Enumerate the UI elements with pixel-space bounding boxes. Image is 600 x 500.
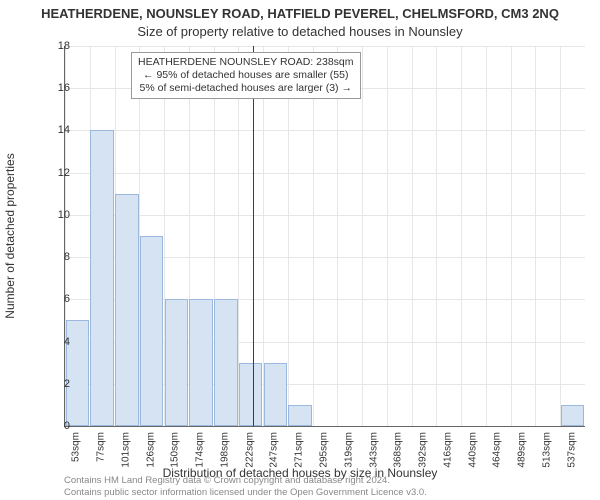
histogram-bar: [165, 299, 189, 426]
xtick-label: 513sqm: [541, 432, 552, 468]
histogram-bar: [288, 405, 312, 426]
property-marker-line: [253, 46, 254, 426]
ytick-label: 16: [46, 82, 70, 94]
xtick-label: 77sqm: [96, 432, 107, 462]
ytick-label: 18: [46, 40, 70, 52]
ytick-label: 0: [46, 420, 70, 432]
ytick-label: 2: [46, 378, 70, 390]
xtick-label: 174sqm: [195, 432, 206, 468]
gridline-v: [387, 46, 388, 426]
xtick-label: 537sqm: [566, 432, 577, 468]
plot-area: HEATHERDENE NOUNSLEY ROAD: 238sqm ← 95% …: [64, 46, 585, 427]
ytick-label: 8: [46, 251, 70, 263]
chart-subtitle: Size of property relative to detached ho…: [0, 24, 600, 39]
xtick-label: 126sqm: [145, 432, 156, 468]
chart-container: HEATHERDENE, NOUNSLEY ROAD, HATFIELD PEV…: [0, 0, 600, 500]
footer-line1: Contains HM Land Registry data © Crown c…: [64, 475, 427, 486]
gridline-v: [535, 46, 536, 426]
gridline-h: [65, 215, 585, 216]
gridline-v: [337, 46, 338, 426]
gridline-h: [65, 46, 585, 47]
xtick-label: 295sqm: [319, 432, 330, 468]
ytick-label: 4: [46, 336, 70, 348]
gridline-v: [412, 46, 413, 426]
ytick-label: 14: [46, 124, 70, 136]
annotation-box: HEATHERDENE NOUNSLEY ROAD: 238sqm ← 95% …: [131, 52, 361, 99]
gridline-v: [560, 46, 561, 426]
xtick-label: 150sqm: [170, 432, 181, 468]
gridline-v: [461, 46, 462, 426]
xtick-label: 368sqm: [393, 432, 404, 468]
chart-title-address: HEATHERDENE, NOUNSLEY ROAD, HATFIELD PEV…: [0, 6, 600, 21]
ytick-label: 12: [46, 167, 70, 179]
footer-line2: Contains public sector information licen…: [64, 487, 427, 498]
xtick-label: 222sqm: [244, 432, 255, 468]
footer-attribution: Contains HM Land Registry data © Crown c…: [64, 475, 427, 498]
annotation-line1: HEATHERDENE NOUNSLEY ROAD: 238sqm: [138, 56, 354, 69]
annotation-line3: 5% of semi-detached houses are larger (3…: [138, 82, 354, 95]
histogram-bar: [115, 194, 139, 426]
gridline-h: [65, 130, 585, 131]
xtick-label: 440sqm: [467, 432, 478, 468]
gridline-v: [436, 46, 437, 426]
gridline-v: [362, 46, 363, 426]
gridline-h: [65, 173, 585, 174]
histogram-bar: [90, 130, 114, 426]
xtick-label: 343sqm: [368, 432, 379, 468]
xtick-label: 101sqm: [120, 432, 131, 468]
xtick-label: 247sqm: [269, 432, 280, 468]
xtick-label: 464sqm: [492, 432, 503, 468]
histogram-bar: [264, 363, 288, 426]
y-axis-label: Number of detached properties: [3, 153, 17, 318]
xtick-label: 271sqm: [294, 432, 305, 468]
histogram-bar: [239, 363, 263, 426]
histogram-bar: [214, 299, 238, 426]
xtick-label: 53sqm: [71, 432, 82, 462]
ytick-label: 6: [46, 293, 70, 305]
histogram-bar: [140, 236, 164, 426]
gridline-v: [313, 46, 314, 426]
histogram-bar: [189, 299, 213, 426]
ytick-label: 10: [46, 209, 70, 221]
xtick-label: 416sqm: [442, 432, 453, 468]
annotation-line2: ← 95% of detached houses are smaller (55…: [138, 69, 354, 82]
histogram-bar: [561, 405, 585, 426]
gridline-v: [486, 46, 487, 426]
xtick-label: 392sqm: [418, 432, 429, 468]
gridline-v: [288, 46, 289, 426]
xtick-label: 489sqm: [517, 432, 528, 468]
gridline-v: [511, 46, 512, 426]
xtick-label: 319sqm: [343, 432, 354, 468]
xtick-label: 198sqm: [219, 432, 230, 468]
